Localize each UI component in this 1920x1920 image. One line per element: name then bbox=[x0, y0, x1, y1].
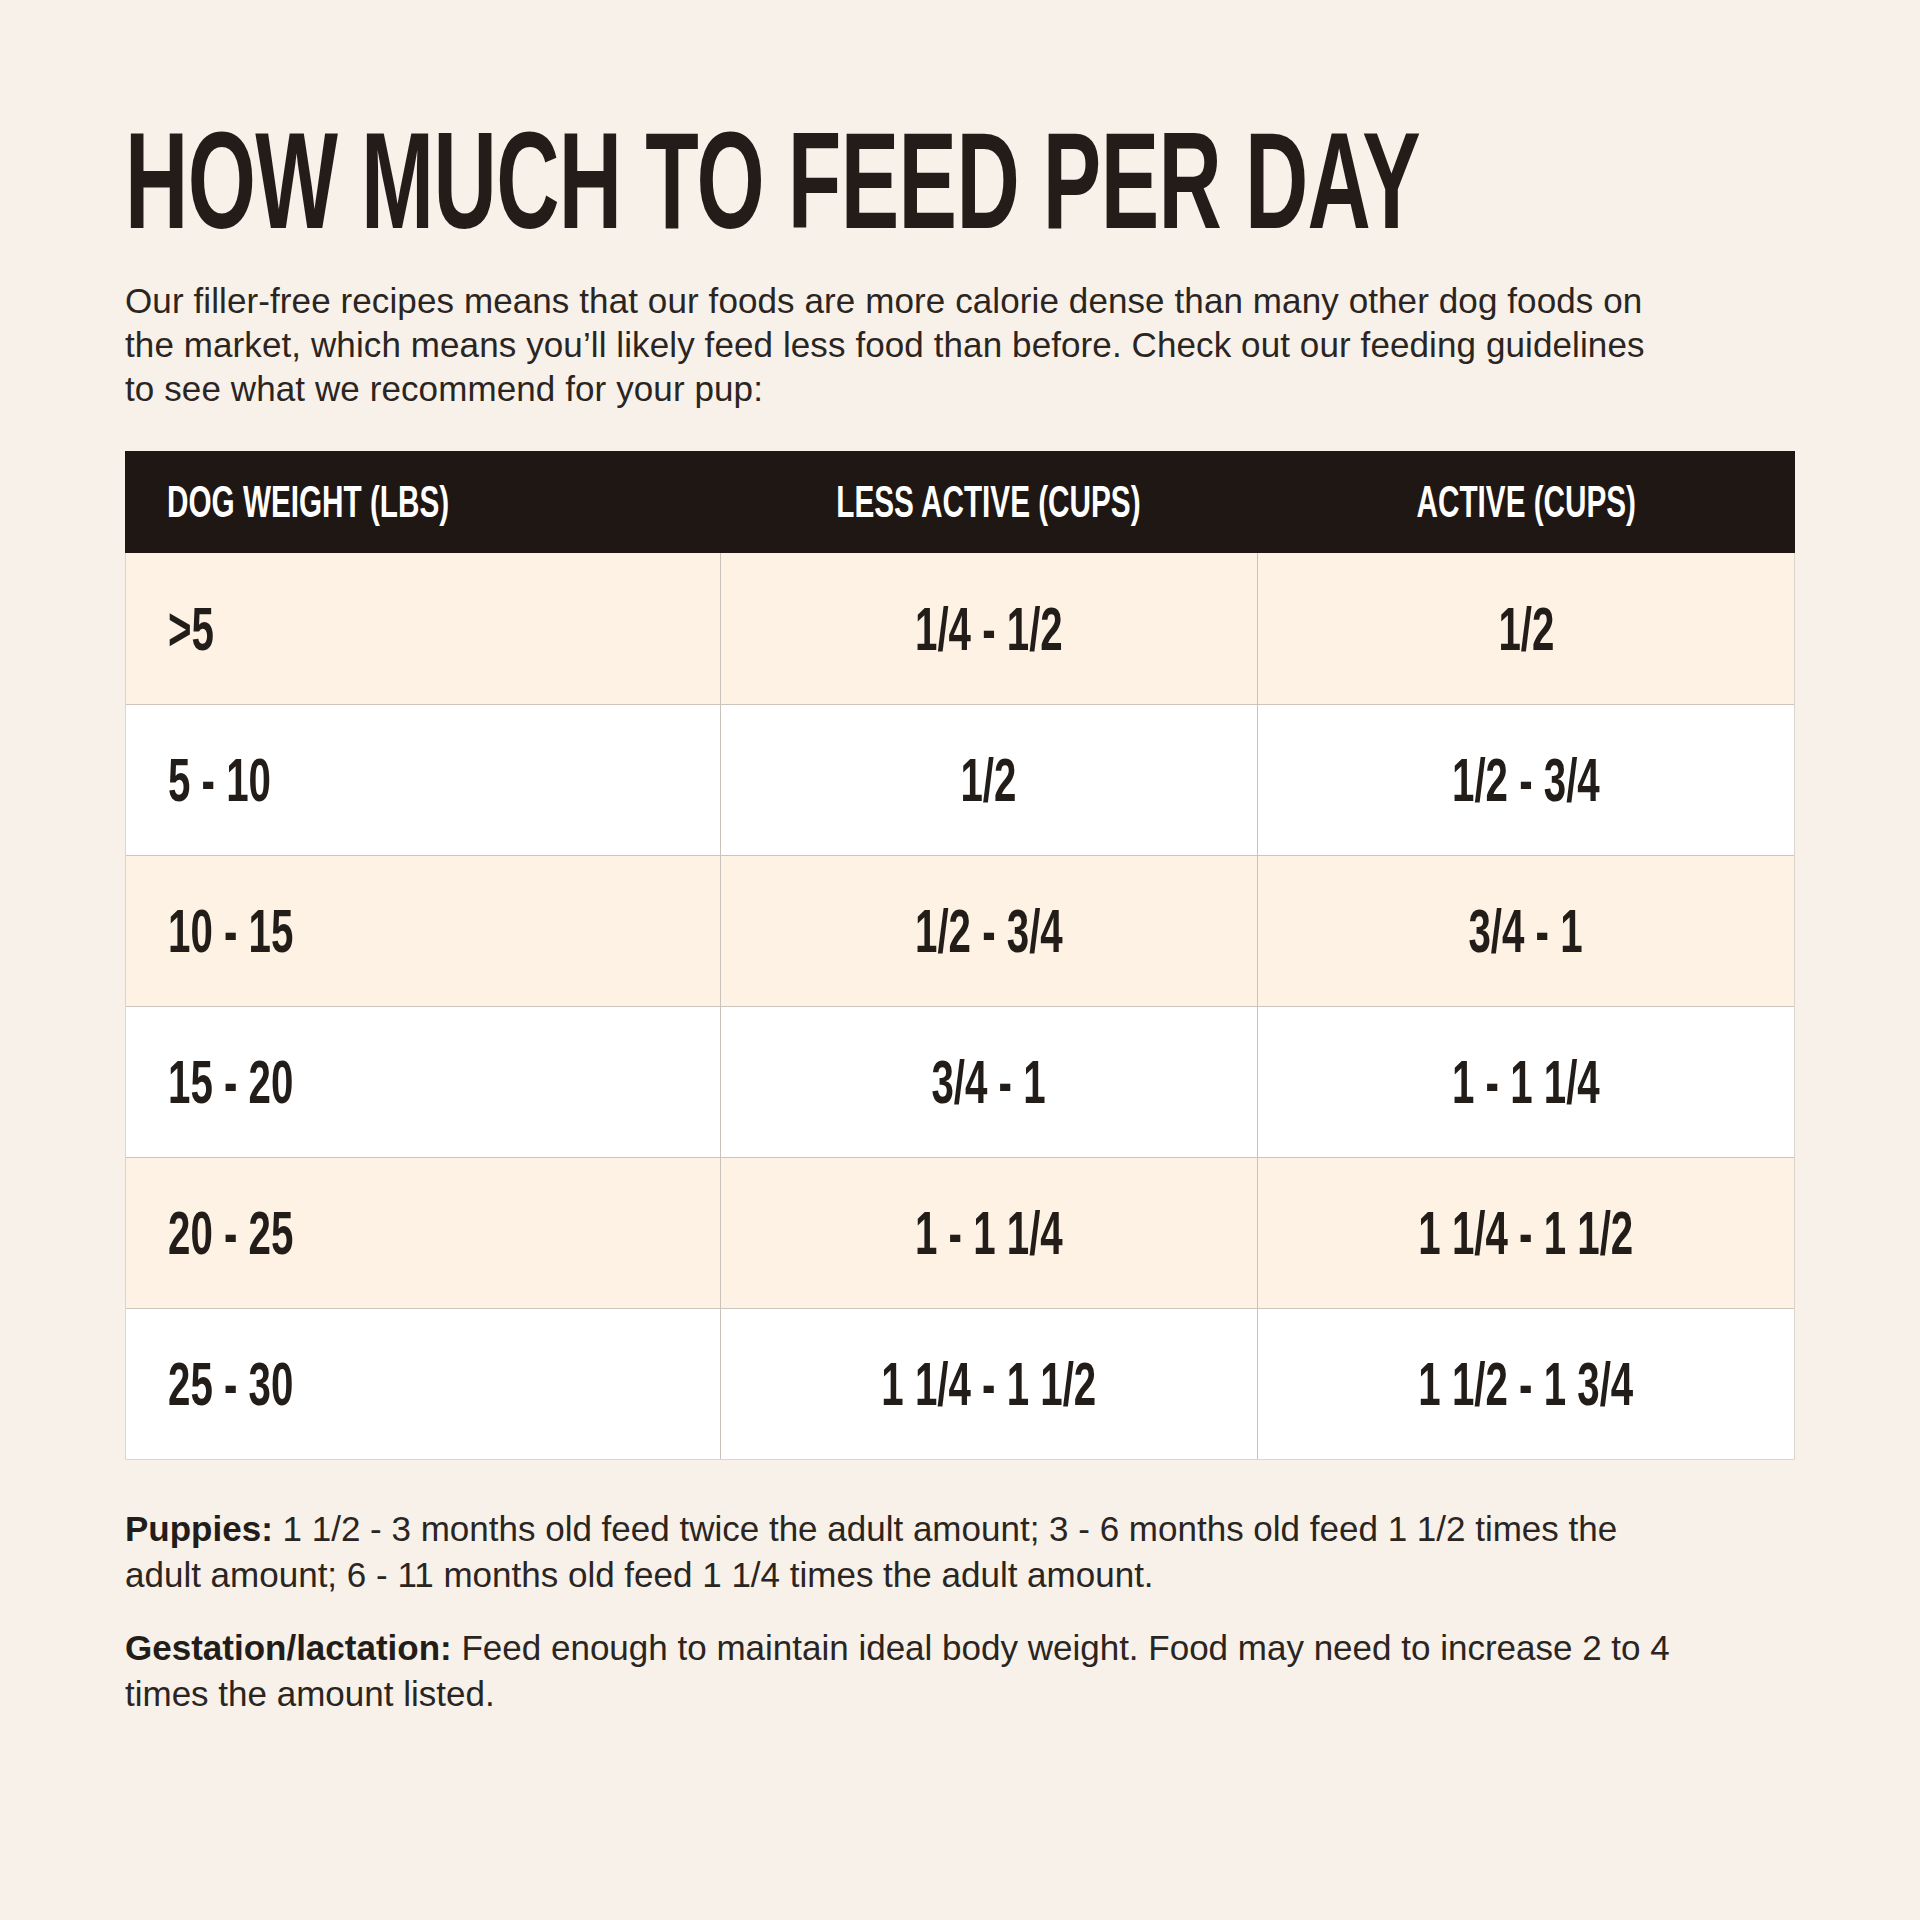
cell-active: 1 1/4 - 1 1/2 bbox=[1257, 1158, 1794, 1308]
less-active-value: 1 - 1 1/4 bbox=[915, 1198, 1063, 1268]
cell-less-active: 3/4 - 1 bbox=[720, 1007, 1257, 1157]
feeding-guide-page: HOW MUCH TO FEED PER DAY Our filler-free… bbox=[0, 0, 1920, 1920]
dog-weight-value: 15 - 20 bbox=[168, 1047, 293, 1117]
cell-active: 1/2 bbox=[1257, 553, 1794, 704]
cell-active: 1 1/2 - 1 3/4 bbox=[1257, 1309, 1794, 1459]
column-header-dog-weight: DOG WEIGHT (LBS) bbox=[125, 451, 720, 553]
table-row: >5 1/4 - 1/2 1/2 bbox=[126, 553, 1794, 704]
active-value: 1/2 bbox=[1498, 594, 1554, 664]
cell-less-active: 1 - 1 1/4 bbox=[720, 1158, 1257, 1308]
dog-weight-value: 10 - 15 bbox=[168, 896, 293, 966]
active-value: 1 - 1 1/4 bbox=[1452, 1047, 1600, 1117]
cell-less-active: 1/2 bbox=[720, 705, 1257, 855]
table-row: 25 - 30 1 1/4 - 1 1/2 1 1/2 - 1 3/4 bbox=[126, 1308, 1794, 1459]
cell-less-active: 1 1/4 - 1 1/2 bbox=[720, 1309, 1257, 1459]
column-header-less-active-label: LESS ACTIVE (CUPS) bbox=[836, 476, 1140, 528]
active-value: 1 1/2 - 1 3/4 bbox=[1419, 1349, 1634, 1419]
column-header-active: ACTIVE (CUPS) bbox=[1257, 451, 1795, 553]
dog-weight-value: 25 - 30 bbox=[168, 1349, 293, 1419]
less-active-value: 1/4 - 1/2 bbox=[915, 594, 1063, 664]
active-value: 1 1/4 - 1 1/2 bbox=[1419, 1198, 1634, 1268]
active-value: 1/2 - 3/4 bbox=[1452, 745, 1600, 815]
dog-weight-value: 5 - 10 bbox=[168, 745, 271, 815]
column-header-less-active: LESS ACTIVE (CUPS) bbox=[720, 451, 1258, 553]
dog-weight-value: 20 - 25 bbox=[168, 1198, 293, 1268]
less-active-value: 3/4 - 1 bbox=[932, 1047, 1046, 1117]
cell-less-active: 1/2 - 3/4 bbox=[720, 856, 1257, 1006]
less-active-value: 1 1/4 - 1 1/2 bbox=[881, 1349, 1096, 1419]
table-row: 5 - 10 1/2 1/2 - 3/4 bbox=[126, 704, 1794, 855]
cell-dog-weight: 5 - 10 bbox=[126, 705, 720, 855]
table-row: 20 - 25 1 - 1 1/4 1 1/4 - 1 1/2 bbox=[126, 1157, 1794, 1308]
cell-dog-weight: >5 bbox=[126, 553, 720, 704]
note-puppies-text: 1 1/2 - 3 months old feed twice the adul… bbox=[125, 1509, 1617, 1594]
cell-active: 1/2 - 3/4 bbox=[1257, 705, 1794, 855]
footnotes: Puppies: 1 1/2 - 3 months old feed twice… bbox=[125, 1506, 1670, 1716]
cell-dog-weight: 10 - 15 bbox=[126, 856, 720, 1006]
column-header-active-label: ACTIVE (CUPS) bbox=[1416, 476, 1635, 528]
table-row: 10 - 15 1/2 - 3/4 3/4 - 1 bbox=[126, 855, 1794, 1006]
active-value: 3/4 - 1 bbox=[1469, 896, 1583, 966]
cell-dog-weight: 25 - 30 bbox=[126, 1309, 720, 1459]
intro-paragraph: Our filler-free recipes means that our f… bbox=[125, 279, 1670, 411]
page-title: HOW MUCH TO FEED PER DAY bbox=[125, 112, 1795, 249]
note-gestation-label: Gestation/lactation: bbox=[125, 1628, 452, 1667]
dog-weight-value: >5 bbox=[168, 594, 214, 664]
feeding-table: DOG WEIGHT (LBS) LESS ACTIVE (CUPS) ACTI… bbox=[125, 451, 1795, 1460]
cell-dog-weight: 15 - 20 bbox=[126, 1007, 720, 1157]
page-title-text: HOW MUCH TO FEED PER DAY bbox=[125, 112, 1420, 249]
table-header-row: DOG WEIGHT (LBS) LESS ACTIVE (CUPS) ACTI… bbox=[125, 451, 1795, 553]
cell-less-active: 1/4 - 1/2 bbox=[720, 553, 1257, 704]
cell-dog-weight: 20 - 25 bbox=[126, 1158, 720, 1308]
cell-active: 1 - 1 1/4 bbox=[1257, 1007, 1794, 1157]
note-gestation: Gestation/lactation: Feed enough to main… bbox=[125, 1625, 1670, 1716]
less-active-value: 1/2 - 3/4 bbox=[915, 896, 1063, 966]
column-header-dog-weight-label: DOG WEIGHT (LBS) bbox=[167, 476, 449, 528]
cell-active: 3/4 - 1 bbox=[1257, 856, 1794, 1006]
less-active-value: 1/2 bbox=[961, 745, 1017, 815]
table-row: 15 - 20 3/4 - 1 1 - 1 1/4 bbox=[126, 1006, 1794, 1157]
note-puppies: Puppies: 1 1/2 - 3 months old feed twice… bbox=[125, 1506, 1670, 1597]
note-puppies-label: Puppies: bbox=[125, 1509, 273, 1548]
